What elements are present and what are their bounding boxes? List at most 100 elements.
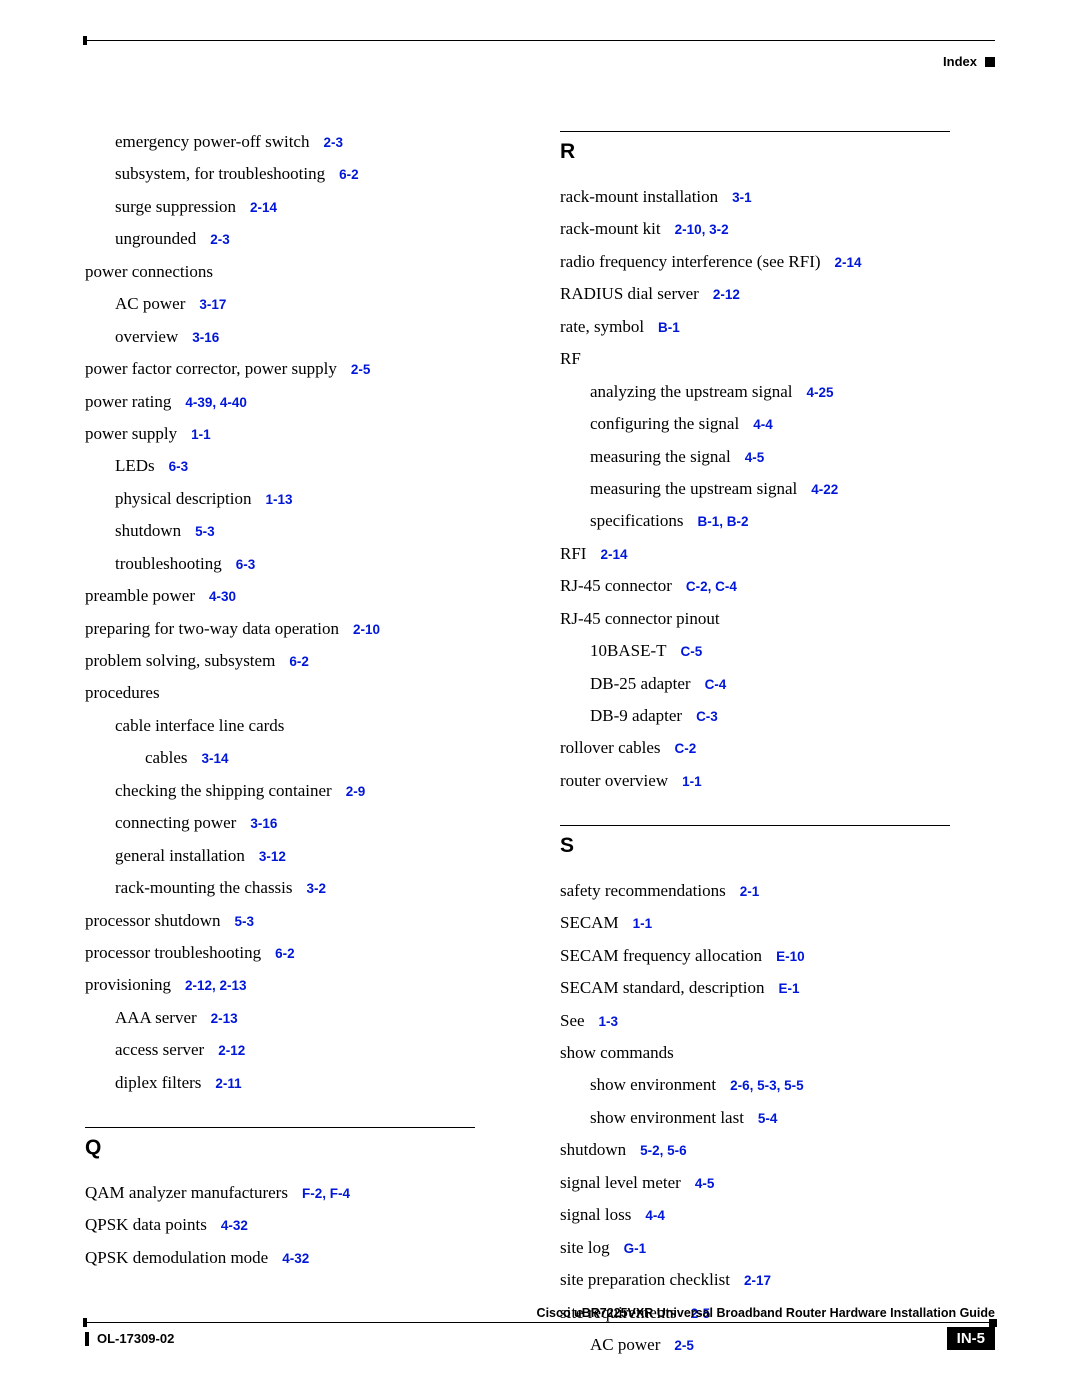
page-reference-link[interactable]: 2-14 <box>835 255 862 270</box>
index-entry: RFI 2-14 <box>560 543 995 566</box>
entry-text: shutdown <box>115 521 181 540</box>
entry-text: measuring the signal <box>590 447 731 466</box>
page: Index emergency power-off switch2-3subsy… <box>85 40 995 1350</box>
entry-text: connecting power <box>115 813 236 832</box>
page-reference-link[interactable]: 2-14 <box>600 547 627 562</box>
page-reference-link[interactable]: 2-13 <box>211 1011 238 1026</box>
page-reference-link[interactable]: 2-1 <box>740 884 760 899</box>
page-reference-link[interactable]: E-1 <box>778 981 799 996</box>
page-reference-link[interactable]: 6-2 <box>289 654 309 669</box>
entry-text: RFI <box>560 544 586 563</box>
page-reference-link[interactable]: 4-32 <box>282 1251 309 1266</box>
page-reference-link[interactable]: 2-9 <box>346 784 366 799</box>
index-entry: show environment2-6, 5-3, 5-5 <box>560 1074 995 1097</box>
page-reference-link[interactable]: B-1 <box>658 320 680 335</box>
entry-text: show commands <box>560 1043 674 1062</box>
page-reference-link[interactable]: F-2, F-4 <box>302 1186 350 1201</box>
page-reference-link[interactable]: 4-25 <box>807 385 834 400</box>
page-reference-link[interactable]: 3-2 <box>307 881 327 896</box>
page-reference-link[interactable]: 2-10 <box>353 622 380 637</box>
entry-text: emergency power-off switch <box>115 132 309 151</box>
entry-text: general installation <box>115 846 245 865</box>
entry-text: RJ-45 connector pinout <box>560 609 720 628</box>
page-reference-link[interactable]: 4-30 <box>209 589 236 604</box>
index-entry: rack-mount installation3-1 <box>560 186 995 209</box>
page-reference-link[interactable]: 6-2 <box>275 946 295 961</box>
entry-text: SECAM standard, description <box>560 978 764 997</box>
page-reference-link[interactable]: 4-5 <box>745 450 765 465</box>
page-reference-link[interactable]: 2-3 <box>210 232 230 247</box>
page-reference-link[interactable]: 2-6, 5-3, 5-5 <box>730 1078 804 1093</box>
page-reference-link[interactable]: 1-1 <box>191 427 211 442</box>
index-entry: physical description 1-13 <box>85 488 520 511</box>
page-reference-link[interactable]: 4-22 <box>811 482 838 497</box>
entry-text: AC power <box>115 294 185 313</box>
index-entry: general installation 3-12 <box>85 845 520 868</box>
index-entry: rate, symbol B-1 <box>560 316 995 339</box>
entry-text: cables <box>145 748 187 767</box>
page-reference-link[interactable]: 4-4 <box>753 417 773 432</box>
page-reference-link[interactable]: 5-3 <box>235 914 255 929</box>
page-reference-link[interactable]: 3-14 <box>201 751 228 766</box>
page-reference-link[interactable]: 3-12 <box>259 849 286 864</box>
entry-text: physical description <box>115 489 251 508</box>
page-reference-link[interactable]: 2-17 <box>744 1273 771 1288</box>
page-reference-link[interactable]: 2-10, 3-2 <box>675 222 729 237</box>
entry-text: ungrounded <box>115 229 196 248</box>
page-reference-link[interactable]: 4-4 <box>645 1208 665 1223</box>
entry-text: radio frequency interference (see RFI) <box>560 252 821 271</box>
index-entry: DB-9 adapterC-3 <box>560 705 995 728</box>
page-reference-link[interactable]: 6-2 <box>339 167 359 182</box>
entry-text: show environment last <box>590 1108 744 1127</box>
page-reference-link[interactable]: 2-5 <box>351 362 371 377</box>
page-reference-link[interactable]: 1-1 <box>682 774 702 789</box>
index-entry: signal loss4-4 <box>560 1204 995 1227</box>
page-reference-link[interactable]: C-3 <box>696 709 718 724</box>
entry-text: rate, symbol <box>560 317 644 336</box>
index-entry: cable interface line cards <box>85 715 520 738</box>
page-reference-link[interactable]: 4-32 <box>221 1218 248 1233</box>
section-letter: S <box>560 834 995 858</box>
page-reference-link[interactable]: 4-5 <box>695 1176 715 1191</box>
entry-text: safety recommendations <box>560 881 726 900</box>
page-reference-link[interactable]: 2-12, 2-13 <box>185 978 247 993</box>
page-reference-link[interactable]: 4-39, 4-40 <box>185 395 247 410</box>
index-entry: RJ-45 connectorC-2, C-4 <box>560 575 995 598</box>
page-reference-link[interactable]: 6-3 <box>236 557 256 572</box>
page-reference-link[interactable]: 2-12 <box>218 1043 245 1058</box>
page-reference-link[interactable]: 1-13 <box>265 492 292 507</box>
page-reference-link[interactable]: 3-16 <box>192 330 219 345</box>
index-entry: show environment last 5-4 <box>560 1107 995 1130</box>
page-reference-link[interactable]: 1-1 <box>633 916 653 931</box>
index-entry: SECAM1-1 <box>560 912 995 935</box>
page-reference-link[interactable]: 3-17 <box>199 297 226 312</box>
page-reference-link[interactable]: 3-1 <box>732 190 752 205</box>
index-entry: QPSK data points4-32 <box>85 1214 520 1237</box>
page-reference-link[interactable]: G-1 <box>624 1241 647 1256</box>
index-entry: access server2-12 <box>85 1039 520 1062</box>
page-reference-link[interactable]: 2-14 <box>250 200 277 215</box>
page-reference-link[interactable]: 5-3 <box>195 524 215 539</box>
page-reference-link[interactable]: 2-12 <box>713 287 740 302</box>
page-reference-link[interactable]: 6-3 <box>169 459 189 474</box>
right-column: Rrack-mount installation3-1rack-mount ki… <box>560 131 995 1366</box>
page-reference-link[interactable]: C-5 <box>681 644 703 659</box>
entry-text: QPSK demodulation mode <box>85 1248 268 1267</box>
page-reference-link[interactable]: C-2 <box>675 741 697 756</box>
index-entry: specificationsB-1, B-2 <box>560 510 995 533</box>
page-reference-link[interactable]: C-2, C-4 <box>686 579 737 594</box>
entry-text: subsystem, for troubleshooting <box>115 164 325 183</box>
page-reference-link[interactable]: 3-16 <box>250 816 277 831</box>
page-reference-link[interactable]: 5-2, 5-6 <box>640 1143 687 1158</box>
page-reference-link[interactable]: 2-3 <box>323 135 343 150</box>
page-reference-link[interactable]: B-1, B-2 <box>697 514 748 529</box>
index-entry: processor troubleshooting6-2 <box>85 942 520 965</box>
index-entry: power factor corrector, power supply2-5 <box>85 358 520 381</box>
page-reference-link[interactable]: C-4 <box>705 677 727 692</box>
index-entry: connecting power 3-16 <box>85 812 520 835</box>
page-reference-link[interactable]: 2-11 <box>215 1076 241 1091</box>
page-reference-link[interactable]: 1-3 <box>599 1014 619 1029</box>
index-entry: radio frequency interference (see RFI) 2-… <box>560 251 995 274</box>
page-reference-link[interactable]: 5-4 <box>758 1111 778 1126</box>
page-reference-link[interactable]: E-10 <box>776 949 805 964</box>
